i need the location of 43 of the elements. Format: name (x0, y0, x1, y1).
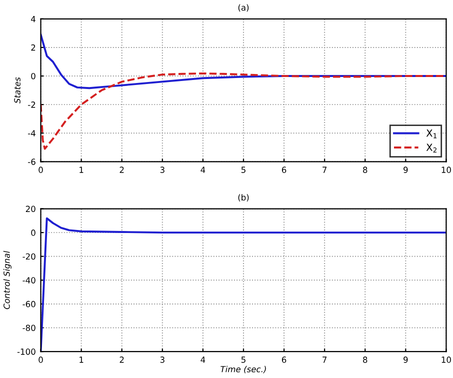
x-tick-label: 3 (160, 166, 164, 173)
x-tick-label: 0 (38, 356, 43, 363)
y-tick-label: -40 (22, 277, 36, 284)
y-tick-label: -4 (28, 130, 36, 136)
line-series (40, 34, 446, 90)
x-tick-label: 9 (404, 166, 408, 173)
y-tick-label: 0 (31, 72, 36, 80)
x-tick-label: 8 (363, 166, 368, 173)
y-tick-label: -6 (28, 158, 36, 165)
x-tick-label: 5 (241, 356, 246, 363)
x-tick-label: 9 (404, 356, 408, 363)
y-tick-label: -80 (22, 324, 36, 332)
x-tick-label: 8 (363, 356, 368, 363)
x-tick-label: 6 (282, 356, 286, 363)
x-tick-label: 0 (38, 166, 43, 173)
x-tick-label: 3 (160, 356, 164, 363)
y-axis-title: States (14, 77, 20, 104)
x-tick-label: 7 (322, 166, 327, 173)
y-tick-label: 2 (31, 44, 36, 51)
y-tick-label: -60 (22, 300, 36, 308)
x-tick-label: 10 (442, 356, 451, 363)
y-tick-label: -2 (28, 102, 36, 108)
x-tick-label: 5 (241, 166, 246, 173)
x-tick-label: 6 (282, 166, 286, 173)
x-tick-label: 2 (120, 356, 124, 363)
x-tick-label: 7 (322, 356, 327, 363)
y-tick-label: -20 (22, 253, 36, 260)
x-tick-label: 1 (80, 166, 84, 173)
x-tick-label: 4 (200, 356, 206, 363)
x-tick-label: 4 (200, 166, 206, 173)
legend-label: X$_{1}$ (426, 130, 437, 138)
chart-title: (b) (238, 194, 249, 202)
chart-title: (a) (238, 4, 249, 12)
x-tick-label: 2 (120, 166, 124, 173)
y-axis-title: Control Signal (3, 250, 12, 310)
x-tick-label: 1 (80, 356, 84, 363)
x-axis-title: Time (sec.) (220, 366, 266, 374)
x-tick-label: 10 (442, 166, 451, 173)
y-tick-label: 0 (31, 230, 36, 236)
legend-label: X$_{2}$ (426, 144, 436, 152)
y-tick-label: 4 (31, 16, 36, 22)
y-tick-label: -100 (17, 348, 36, 355)
y-tick-label: 20 (26, 206, 36, 212)
